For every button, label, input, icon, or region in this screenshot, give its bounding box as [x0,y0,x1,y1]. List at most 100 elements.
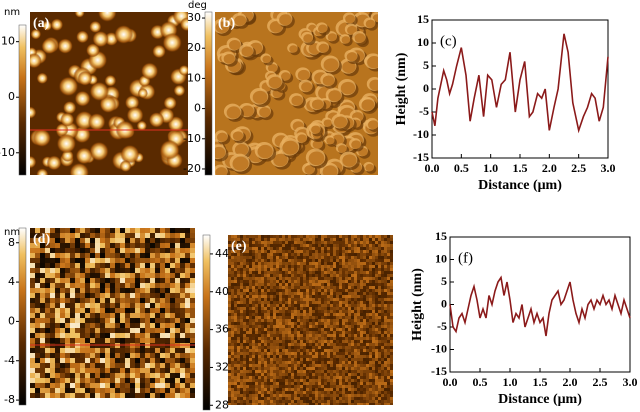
pixel [339,367,342,370]
pixel [240,376,243,379]
pixel [231,235,234,238]
pixel [345,313,348,316]
pixel [384,319,387,322]
pixel [45,283,50,288]
pixel [330,403,333,405]
pixel [369,391,372,394]
pixel [261,328,264,331]
pixel [85,288,90,293]
pixel [375,316,378,319]
pixel [372,397,375,400]
pixel [65,278,70,283]
pixel [330,334,333,337]
pixel [170,283,175,288]
pixel [291,334,294,337]
pixel [267,385,270,388]
pixel [231,328,234,331]
pixel [339,370,342,373]
pixel [300,358,303,361]
pixel [60,308,65,313]
pixel [312,397,315,400]
pixel [357,259,360,262]
pixel [306,364,309,367]
pixel [50,233,55,238]
pixel [354,265,357,268]
pixel [264,358,267,361]
pixel [339,301,342,304]
pixel [348,373,351,376]
pixel [306,250,309,253]
pixel [155,303,160,308]
pixel [55,353,60,358]
pixel [100,298,105,303]
pixel [357,343,360,346]
pixel [234,259,237,262]
pixel [360,334,363,337]
pixel [246,235,249,238]
pixel [366,337,369,340]
pixel [228,262,231,265]
pixel [324,250,327,253]
pixel [372,295,375,298]
pixel [294,247,297,250]
pixel [339,319,342,322]
pixel [175,353,180,358]
pixel [348,400,351,403]
pixel [336,301,339,304]
pixel [228,253,231,256]
pixel [372,262,375,265]
pixel [375,262,378,265]
pixel [252,277,255,280]
pixel [312,370,315,373]
pixel [339,376,342,379]
pixel [240,346,243,349]
pixel [160,393,165,398]
pixel [243,250,246,253]
pixel [165,248,170,253]
pixel [348,310,351,313]
pixel [240,391,243,394]
pixel [387,307,390,310]
pixel [95,383,100,388]
pixel [185,283,190,288]
pixel [342,370,345,373]
pixel [351,280,354,283]
pixel [348,346,351,349]
pixel [105,383,110,388]
pixel [315,367,318,370]
pixel [282,247,285,250]
pixel [80,273,85,278]
pixel [90,338,95,343]
pixel [306,277,309,280]
pixel [65,308,70,313]
pixel [333,253,336,256]
grain [76,30,89,44]
pixel [110,283,115,288]
pixel [360,391,363,394]
pixel [100,393,105,398]
pixel [321,235,324,238]
pixel [273,280,276,283]
pixel [366,313,369,316]
pixel [140,373,145,378]
pixel [369,322,372,325]
pixel [312,334,315,337]
grain [367,56,378,69]
pixel [300,325,303,328]
pixel [180,233,185,238]
pixel [125,248,130,253]
pixel [351,298,354,301]
pixel [372,238,375,241]
pixel [303,262,306,265]
pixel [291,331,294,334]
pixel [60,348,65,353]
pixel [115,303,120,308]
pixel [369,271,372,274]
pixel [252,334,255,337]
pixel [125,358,130,363]
pixel [50,278,55,283]
pixel [363,277,366,280]
pixel [258,361,261,364]
pixel [65,358,70,363]
pixel [185,353,190,358]
